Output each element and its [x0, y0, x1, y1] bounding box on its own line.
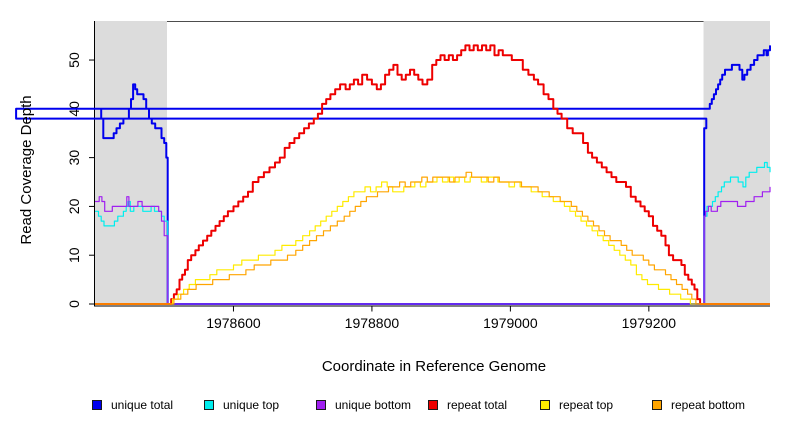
x-tick-label: 1978800	[345, 315, 400, 331]
legend-item-repeat-total: repeat total	[428, 398, 540, 412]
x-tick-label: 1979000	[483, 315, 538, 331]
legend-item-unique-top: unique top	[204, 398, 316, 412]
x-tick-label: 1978600	[206, 315, 261, 331]
series-line-repeat-top	[95, 176, 770, 305]
series-line-repeat-bottom	[95, 171, 770, 305]
legend-swatch-icon	[652, 400, 662, 410]
series-line-unique-bottom	[95, 186, 771, 305]
legend-label: repeat total	[447, 398, 508, 412]
x-axis-title: Coordinate in Reference Genome	[322, 358, 546, 375]
legend-label: repeat top	[559, 398, 614, 412]
legend-swatch-icon	[428, 400, 438, 410]
shaded-region	[703, 21, 770, 305]
legend-label: repeat bottom	[671, 398, 746, 412]
legend-item-unique-bottom: unique bottom	[316, 398, 428, 412]
legend-swatch-icon	[92, 400, 102, 410]
legend-label: unique bottom	[335, 398, 412, 412]
plot-legend: unique total unique top unique bottom repea…	[92, 398, 764, 412]
legend-swatch-icon	[204, 400, 214, 410]
y-tick-label: 50	[66, 52, 82, 68]
legend-label: unique total	[111, 398, 174, 412]
series-line-repeat-total	[95, 44, 770, 305]
y-tick-label: 10	[66, 247, 82, 263]
legend-swatch-icon	[540, 400, 550, 410]
y-tick-label: 20	[66, 198, 82, 214]
y-tick-label: 0	[66, 300, 82, 308]
x-tick-label: 1979200	[622, 315, 677, 331]
legend-item-repeat-bottom: repeat bottom	[652, 398, 764, 412]
y-axis-title: Read Coverage Depth	[18, 95, 35, 244]
y-tick-label: 30	[66, 150, 82, 166]
shaded-region	[95, 21, 167, 305]
legend-item-unique-total: unique total	[92, 398, 204, 412]
legend-swatch-icon	[316, 400, 326, 410]
legend-item-repeat-top: repeat top	[540, 398, 652, 412]
series-line-unique-top	[95, 161, 771, 305]
legend-label: unique top	[223, 398, 280, 412]
